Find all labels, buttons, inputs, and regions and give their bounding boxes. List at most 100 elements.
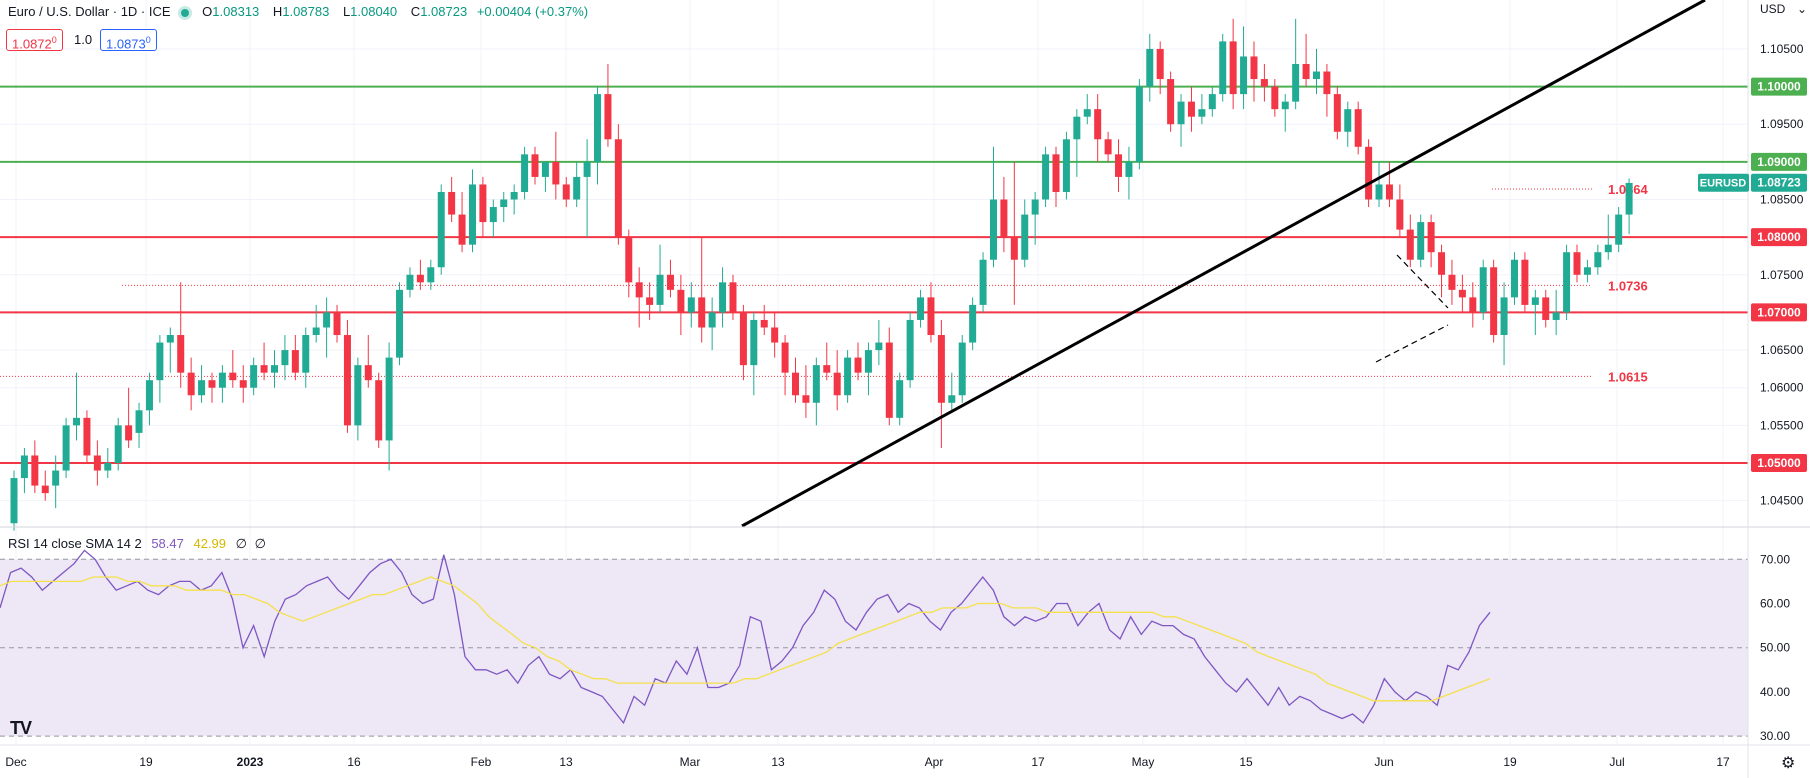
candle-body [31, 455, 39, 486]
candle-body [1385, 184, 1393, 200]
candle-body [875, 342, 883, 351]
candle-body [1052, 154, 1060, 192]
candle-body [750, 319, 758, 366]
candle-body [1073, 116, 1081, 140]
candle-body [885, 342, 893, 418]
candle-body [562, 184, 570, 200]
level-tag-bg [1751, 152, 1807, 171]
candle-body [594, 94, 602, 162]
candle-body [406, 274, 414, 290]
candle-body [156, 342, 164, 381]
candle-body [1313, 71, 1320, 80]
candle-body [583, 161, 591, 177]
gear-icon[interactable]: ⚙ [1781, 755, 1796, 772]
candle-body [52, 470, 60, 486]
candle-body [1594, 252, 1602, 268]
rsi-tick-label: 30.00 [1760, 729, 1790, 743]
candle-body [333, 312, 341, 336]
price-axis[interactable]: 1.04500 1.05500 1.06000 1.06500 1.07500 1.085… [1760, 42, 1804, 508]
candle-body [833, 372, 841, 396]
candle-body [1302, 63, 1310, 80]
buy-button[interactable]: 1.08730 [100, 29, 157, 51]
candle-body [1490, 267, 1498, 336]
candle-body [83, 417, 91, 456]
candle-body [260, 365, 268, 373]
candle-body [666, 274, 674, 290]
candle-body [927, 297, 935, 336]
level-tag-text: 1.09000 [1757, 155, 1801, 169]
candle-body [614, 139, 622, 238]
low-label: L [342, 4, 351, 19]
candle-body [1333, 94, 1341, 132]
sell-button[interactable]: 1.08720 [6, 29, 63, 51]
level-tag-text: 1.07000 [1757, 305, 1801, 319]
candle-body [416, 274, 424, 283]
time-axis[interactable]: Dec 19 2023 16 Feb 13 Mar 13 Apr 17 May 15 Jun 19 Jul 1… [5, 755, 1730, 769]
symbol-title[interactable]: Euro / U.S. Dollar · 1D · ICE [8, 4, 171, 19]
candle-body [1500, 297, 1508, 336]
candle-body [385, 357, 393, 441]
candle-body [41, 485, 49, 494]
trend-line[interactable] [741, 0, 1706, 528]
spread-value: 1.0 [74, 32, 93, 47]
rsi-label: RSI 14 close SMA 14 2 [8, 536, 142, 551]
candle-body [656, 274, 664, 305]
candle-body [1406, 229, 1414, 260]
time-tick-label: Jun [1374, 755, 1393, 769]
candle-body [62, 425, 70, 471]
candle-body [343, 335, 351, 426]
candle-body [20, 455, 28, 479]
rsi-lines [0, 549, 1491, 725]
currency-label[interactable]: USD [1760, 2, 1786, 16]
time-tick-label: 16 [347, 755, 361, 769]
candle-body [458, 214, 466, 245]
price-tick-label: 1.06500 [1760, 343, 1804, 357]
candle-body [198, 380, 206, 396]
candle-body [1146, 48, 1154, 87]
candle-body [1094, 109, 1102, 140]
candle-body [468, 184, 476, 245]
candle-body [1625, 182, 1633, 215]
candle-body [323, 312, 331, 328]
open-value: 1.08313 [212, 4, 260, 19]
rsi-header[interactable]: RSI 14 close SMA 14 2 58.47 42.99 ∅ ∅ [8, 536, 266, 552]
currency-chevron-icon[interactable]: ⌄ [1797, 2, 1807, 16]
candle-body [604, 94, 612, 140]
candle-body [312, 327, 320, 336]
time-tick-label: 2023 [237, 755, 264, 769]
wedge-pattern-lower[interactable] [1375, 324, 1449, 363]
candle-body [1010, 237, 1018, 260]
symbol-header: Euro / U.S. Dollar · 1D · ICE O1.08313 H… [8, 4, 588, 19]
rsi-axis[interactable]: 70.00 60.00 50.00 40.00 30.00 [1760, 552, 1790, 743]
candle-body [396, 289, 404, 358]
wedge-pattern-upper[interactable] [1396, 254, 1449, 309]
rsi-sma-line [0, 576, 1491, 702]
tradingview-logo[interactable]: TV [10, 718, 32, 738]
candle-body [1240, 56, 1248, 95]
candle-body [375, 380, 383, 441]
low-value: 1.08040 [350, 4, 398, 19]
candle-body [1417, 222, 1425, 260]
candle-body [698, 297, 706, 328]
candle-body [1354, 109, 1362, 147]
candle-body [844, 357, 852, 396]
candle-body [958, 342, 966, 396]
candle-body [1583, 267, 1591, 275]
price-tick-label: 1.09500 [1760, 117, 1804, 131]
time-tick-label: 15 [1239, 755, 1253, 769]
candle-body [917, 297, 925, 320]
close-value: 1.08723 [420, 4, 468, 19]
candle-body [708, 312, 716, 328]
candle-body [1542, 297, 1550, 320]
horizontal-levels[interactable] [0, 85, 1748, 465]
high-label: H [272, 4, 283, 19]
candle-body [166, 335, 174, 343]
change-value: +0.00404 (+0.37%) [476, 4, 589, 19]
candle-body [1531, 297, 1539, 305]
candle-body [1198, 109, 1206, 117]
candle-body [1375, 184, 1383, 200]
candle-body [1031, 199, 1039, 215]
level-price-tags: 1.10000 1.09000 1.08000 1.07000 1.05000 [1751, 77, 1807, 473]
time-tick-label: May [1132, 755, 1155, 769]
